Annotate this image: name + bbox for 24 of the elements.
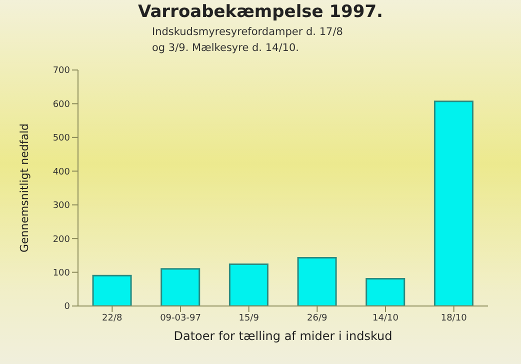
- x-axis-title: Datoer for tælling af mider i indskud: [174, 329, 392, 343]
- y-tick-label: 0: [64, 302, 70, 312]
- bar: [92, 274, 132, 306]
- chart-subtitle: Indskudsmyresyrefordamper d. 17/8 og 3/9. Mælkesyre d. 14/10.: [152, 25, 343, 56]
- y-tick-label: 200: [52, 234, 70, 245]
- y-axis-title: Gennemsnitligt nedfald: [18, 123, 31, 253]
- y-tick-label: 700: [52, 66, 70, 76]
- bar: [297, 257, 337, 306]
- x-tick-label: 18/10: [440, 313, 468, 324]
- y-tick-label: 300: [52, 201, 70, 212]
- bar: [228, 263, 268, 306]
- bar: [160, 268, 200, 306]
- y-tick-label: 500: [52, 134, 70, 144]
- y-tick-label: 600: [52, 100, 70, 110]
- chart-title: Varroabekæmpelse 1997.: [136, 2, 384, 22]
- x-tick-label: 09-03-97: [160, 313, 201, 324]
- x-tick-label: 14/10: [372, 313, 399, 324]
- x-tick-label: 15/9: [238, 313, 260, 324]
- y-tick-label: 100: [52, 268, 70, 278]
- bar: [366, 278, 406, 306]
- x-tick-label: 22/8: [102, 313, 123, 324]
- y-tick-label: 400: [52, 167, 70, 178]
- bar: [434, 100, 474, 306]
- x-tick-label: 26/9: [307, 313, 328, 324]
